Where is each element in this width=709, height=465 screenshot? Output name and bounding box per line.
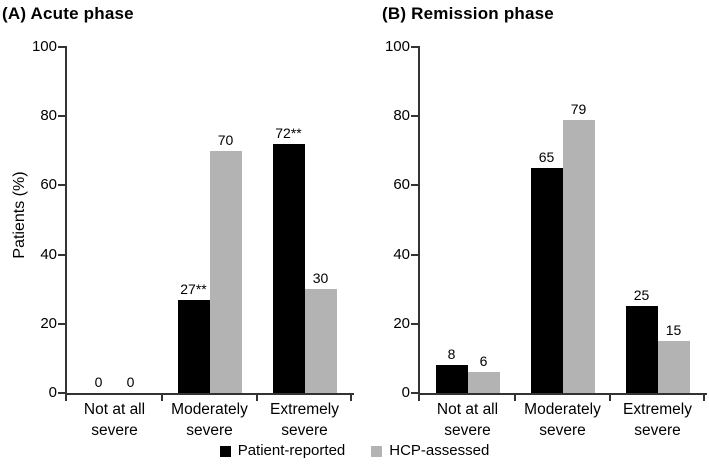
panel-title-acute: (A) Acute phase	[2, 4, 134, 23]
bar-patient-reported	[625, 306, 658, 393]
bar-hcp-assessed	[209, 151, 242, 393]
y-axis-tick-label: 0	[48, 384, 57, 401]
y-axis-tick-label: 40	[40, 245, 57, 263]
plot-area-acute: 0 20 40 60 80 100 0 0 Not at all severe 27** 70 Mod…	[32, 38, 354, 439]
legend: Patient-reported HCP-assessed	[0, 441, 709, 461]
category-label: Extremely severe	[623, 401, 692, 439]
y-axis-tick-label: 60	[40, 176, 57, 194]
bar-value-label: 27**	[180, 281, 207, 297]
y-axis-tick	[58, 392, 65, 394]
bar-value-label: 30	[312, 270, 329, 286]
category-label: Extremely severe	[270, 401, 339, 439]
y-axis-tick-label: 100	[31, 38, 57, 55]
bar-value-label: 15	[665, 322, 682, 338]
y-axis-tick-label: 40	[393, 245, 410, 263]
y-axis-tick-label: 60	[393, 176, 410, 194]
x-axis-tick	[65, 395, 67, 401]
legend-item-hcp-assessed: HCP-assessed	[371, 442, 489, 460]
y-axis-tick	[58, 322, 65, 325]
bar-patient-reported	[530, 168, 563, 393]
bar-value-label: 0	[126, 374, 135, 390]
category-label: Moderately severe	[524, 401, 601, 439]
bar-value-label: 0	[94, 374, 103, 390]
x-axis-line	[65, 393, 354, 395]
bar-value-label: 6	[479, 353, 488, 369]
bar-patient-reported	[435, 365, 468, 393]
y-axis-tick	[411, 184, 418, 187]
bar-value-label: 8	[447, 346, 456, 362]
bar-value-label: 79	[570, 101, 587, 117]
legend-item-patient-reported: Patient-reported	[219, 442, 346, 460]
y-axis-tick	[58, 184, 65, 187]
bar-value-label: 70	[217, 132, 234, 148]
y-axis-tick-label: 20	[393, 314, 410, 332]
category-label: Moderately severe	[171, 401, 248, 439]
x-axis-tick	[256, 395, 258, 401]
x-axis-tick	[514, 395, 516, 401]
bar-hcp-assessed	[562, 120, 595, 393]
panel-title-remission: (B) Remission phase	[382, 4, 554, 23]
y-axis-tick	[411, 253, 418, 256]
bar-hcp-assessed	[467, 372, 500, 393]
y-axis-tick	[411, 392, 418, 394]
y-axis-tick-label: 20	[40, 314, 57, 332]
y-axis-tick	[411, 115, 418, 118]
y-axis-line	[65, 46, 67, 395]
legend-swatch-hcp-assessed-icon	[371, 445, 383, 457]
x-axis-tick	[609, 395, 611, 401]
y-axis-tick	[58, 253, 65, 256]
y-axis-tick-label: 80	[40, 107, 57, 125]
x-axis-line	[418, 393, 707, 395]
y-axis-tick	[58, 46, 65, 48]
x-axis-tick	[350, 395, 352, 401]
bar-value-label: 72**	[275, 125, 302, 141]
category-label: Not at all severe	[83, 401, 146, 439]
bar-hcp-assessed	[657, 341, 690, 393]
bar-value-label: 65	[538, 149, 555, 165]
bar-hcp-assessed	[304, 289, 337, 393]
y-axis-tick-label: 0	[401, 384, 410, 401]
legend-label-patient-reported: Patient-reported	[237, 442, 346, 459]
bar-value-label: 25	[633, 287, 650, 303]
x-axis-tick	[418, 395, 420, 401]
y-axis-title: Patients (%)	[11, 171, 28, 259]
bar-patient-reported	[272, 144, 305, 393]
y-axis-tick	[58, 115, 65, 118]
plot-area-remission: 0 20 40 60 80 100 8 6 Not at all severe 65 79 Moder…	[385, 38, 707, 439]
y-axis-tick	[411, 46, 418, 48]
x-axis-tick	[161, 395, 163, 401]
y-axis-tick	[411, 322, 418, 325]
y-axis-tick-label: 80	[393, 107, 410, 125]
legend-swatch-patient-reported-icon	[219, 445, 231, 457]
y-axis-line	[418, 46, 420, 395]
y-axis-tick-label: 100	[384, 38, 410, 55]
x-axis-tick	[703, 395, 705, 401]
category-label: Not at all severe	[436, 401, 499, 439]
bar-patient-reported	[177, 300, 210, 393]
legend-label-hcp-assessed: HCP-assessed	[389, 442, 490, 459]
